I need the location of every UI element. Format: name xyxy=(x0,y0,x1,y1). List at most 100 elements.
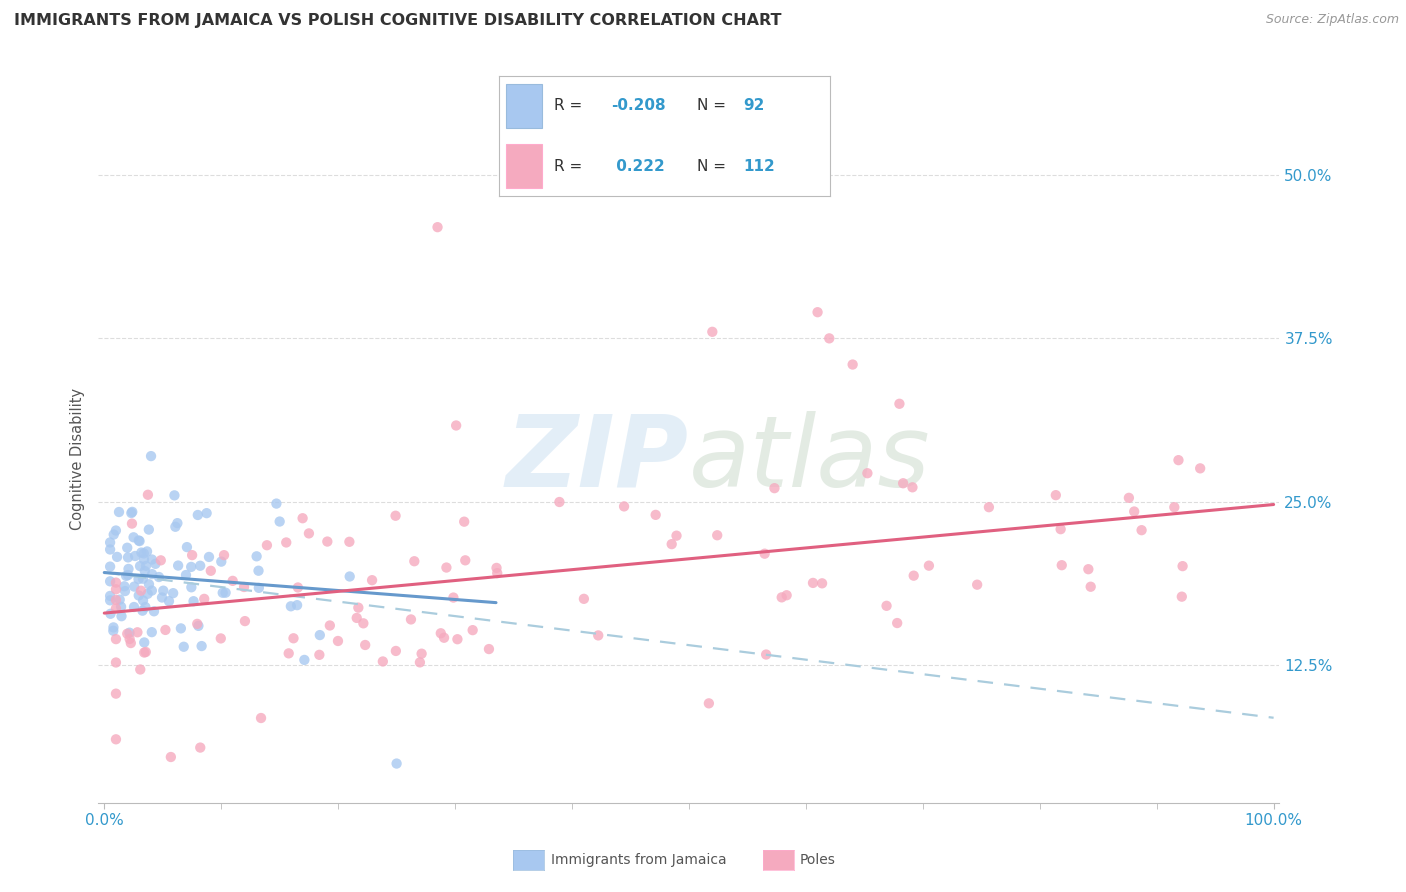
Point xyxy=(114,584,136,599)
Point xyxy=(129,559,152,574)
Text: atlas: atlas xyxy=(689,411,931,508)
Point xyxy=(586,628,609,642)
Point xyxy=(139,449,162,463)
Point xyxy=(186,616,208,631)
Point xyxy=(876,599,898,613)
Point xyxy=(134,635,156,649)
Text: R =: R = xyxy=(554,98,586,113)
Point xyxy=(131,545,153,559)
Point xyxy=(136,587,159,601)
Text: -0.208: -0.208 xyxy=(612,98,666,113)
Point xyxy=(98,542,121,557)
Point xyxy=(118,625,141,640)
Text: Source: ZipAtlas.com: Source: ZipAtlas.com xyxy=(1265,13,1399,27)
Point xyxy=(170,621,193,635)
Point xyxy=(298,526,321,541)
Point xyxy=(209,555,232,569)
Point xyxy=(141,552,163,566)
Point xyxy=(433,631,456,645)
Point xyxy=(149,553,172,567)
Point xyxy=(1171,590,1194,604)
Point xyxy=(98,593,121,607)
Point xyxy=(426,220,449,235)
Point xyxy=(702,325,724,339)
Y-axis label: Cognitive Disability: Cognitive Disability xyxy=(70,388,86,531)
Point xyxy=(444,418,467,433)
Point xyxy=(1123,504,1146,518)
Point xyxy=(661,537,683,551)
Point xyxy=(441,591,464,605)
Point xyxy=(163,488,186,502)
Point xyxy=(134,600,156,615)
Point xyxy=(122,530,145,544)
Text: Poles: Poles xyxy=(800,853,837,867)
Point xyxy=(1171,559,1194,574)
Point xyxy=(214,585,236,599)
Point xyxy=(277,646,299,660)
Point xyxy=(157,594,180,608)
Point xyxy=(124,549,146,563)
Point xyxy=(775,588,797,602)
Point xyxy=(399,612,422,626)
Point xyxy=(173,640,195,654)
Point xyxy=(1045,488,1067,502)
Point xyxy=(128,589,150,603)
Point xyxy=(104,687,127,701)
Point xyxy=(250,711,273,725)
Point xyxy=(901,480,924,494)
Point xyxy=(285,598,308,612)
Point xyxy=(176,540,198,554)
Point xyxy=(174,568,197,582)
Point xyxy=(233,580,256,594)
Point xyxy=(1167,453,1189,467)
Point xyxy=(454,553,477,567)
Point xyxy=(105,549,128,564)
Point xyxy=(371,655,394,669)
Point xyxy=(755,648,778,662)
Point xyxy=(188,558,211,573)
Text: 112: 112 xyxy=(744,159,775,174)
Point xyxy=(891,476,914,491)
Point xyxy=(180,580,202,594)
Point xyxy=(155,623,177,637)
Point xyxy=(120,506,142,520)
Point xyxy=(385,644,408,658)
Point xyxy=(280,599,302,614)
Point xyxy=(918,558,941,573)
Point xyxy=(763,481,786,495)
Point xyxy=(246,549,269,564)
Point xyxy=(903,568,925,582)
Point xyxy=(104,632,127,647)
Text: 92: 92 xyxy=(744,98,765,113)
Point xyxy=(136,544,159,558)
Point xyxy=(100,607,122,621)
Text: IMMIGRANTS FROM JAMAICA VS POLISH COGNITIVE DISABILITY CORRELATION CHART: IMMIGRANTS FROM JAMAICA VS POLISH COGNIT… xyxy=(14,13,782,29)
Point xyxy=(150,591,173,605)
Point xyxy=(211,586,233,600)
Point xyxy=(811,576,834,591)
Point xyxy=(98,535,121,549)
Point xyxy=(337,534,360,549)
Point xyxy=(122,599,145,614)
Point xyxy=(409,656,432,670)
Text: N =: N = xyxy=(697,98,731,113)
Point xyxy=(117,562,139,576)
Point xyxy=(160,750,183,764)
Point xyxy=(1077,562,1099,576)
Point xyxy=(103,620,125,634)
Point xyxy=(195,506,218,520)
Point xyxy=(104,524,127,538)
Point xyxy=(404,554,426,568)
Point xyxy=(117,626,139,640)
Point xyxy=(308,628,330,642)
Point xyxy=(145,557,167,571)
Point xyxy=(446,632,468,647)
Text: R =: R = xyxy=(554,159,586,174)
Point xyxy=(977,500,1000,515)
Point xyxy=(212,548,235,562)
Point xyxy=(132,552,155,566)
Point xyxy=(128,534,150,549)
Point xyxy=(190,639,212,653)
Point xyxy=(117,550,139,565)
Point xyxy=(697,697,720,711)
